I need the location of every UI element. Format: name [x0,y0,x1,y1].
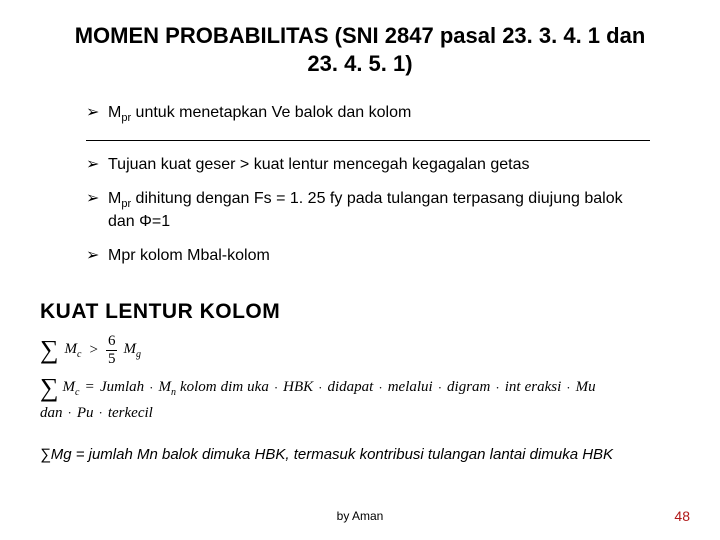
formula-line: ∑ Mc > 6 5 Mg [40,334,690,367]
bullet-icon: ➢ [86,189,108,209]
bullet-list: ➢ Tujuan kuat geser > kuat lentur menceg… [86,155,650,266]
sigma-icon: ∑ [40,373,59,403]
fraction: 6 5 [106,334,118,367]
list-item: ➢ Mpr kolom Mbal-kolom [86,246,650,266]
bullet-icon: ➢ [86,246,108,266]
list-item: ➢ Mpr untuk menetapkan Ve balok dan kolo… [86,103,650,126]
bullet-text: Tujuan kuat geser > kuat lentur mencegah… [108,155,650,175]
formula-line: dan· Pu· terkecil [40,405,690,422]
section-title: KUAT LENTUR KOLOM [40,300,690,324]
formula-block: ∑ Mc > 6 5 Mg ∑ Mc = Jumlah· Mn kolom di… [40,334,690,422]
page-title: MOMEN PROBABILITAS (SNI 2847 pasal 23. 3… [70,22,650,77]
formula-line: ∑ Mc = Jumlah· Mn kolom dim uka· HBK· di… [40,373,690,403]
bullet-icon: ➢ [86,155,108,175]
page-number: 48 [674,508,690,524]
bullet-icon: ➢ [86,103,108,123]
bullet-text: Mpr dihitung dengan Fs = 1. 25 fy pada t… [108,189,650,232]
note-text: ∑Mg = jumlah Mn balok dimuka HBK, termas… [40,446,680,465]
bullet-text: Mpr untuk menetapkan Ve balok dan kolom [108,103,650,126]
divider [86,140,650,141]
sigma-icon: ∑ [40,335,59,365]
footer-author: by Aman [337,509,384,523]
footer: by Aman 48 [0,508,720,524]
bullet-text: Mpr kolom Mbal-kolom [108,246,650,266]
list-item: ➢ Tujuan kuat geser > kuat lentur menceg… [86,155,650,175]
bullet-list: ➢ Mpr untuk menetapkan Ve balok dan kolo… [86,103,650,126]
list-item: ➢ Mpr dihitung dengan Fs = 1. 25 fy pada… [86,189,650,232]
